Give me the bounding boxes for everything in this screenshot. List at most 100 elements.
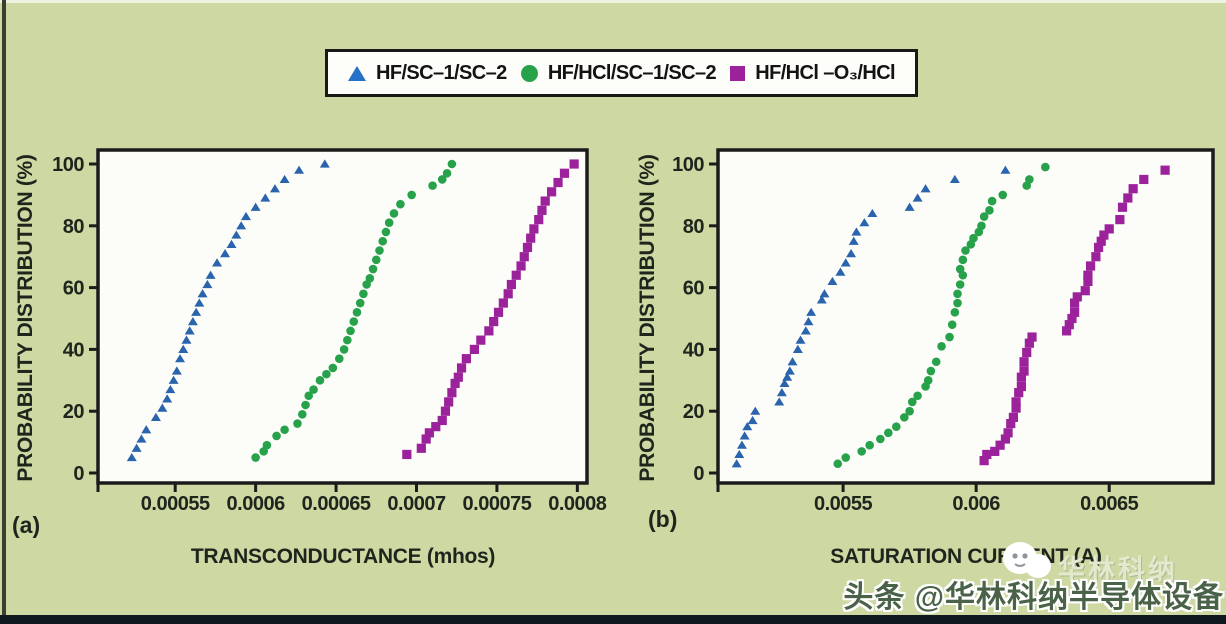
data-point (990, 446, 1000, 456)
chart-a: 0.00055 0.0006 0.00065 0.0007 0.00075 0.00080… (14, 148, 607, 568)
data-point (1115, 215, 1125, 225)
data-point (774, 397, 785, 406)
data-point (240, 211, 251, 221)
data-point (437, 175, 447, 184)
data-point (840, 258, 851, 267)
legend: HF/SC–1/SC–2 HF/HCl/SC–1/SC–2 HF/HCl –O₃… (325, 49, 918, 97)
data-point (389, 209, 399, 218)
data-point (437, 415, 447, 426)
data-point (982, 449, 992, 460)
data-point (803, 316, 814, 326)
bottom-bar (0, 615, 1226, 624)
data-point (416, 443, 426, 453)
data-point (440, 406, 451, 416)
data-point (191, 307, 202, 316)
series-1-circle (251, 159, 457, 462)
data-point (453, 372, 463, 382)
data-point (742, 422, 753, 431)
y-axis: 0 20 40 60 80 100 (672, 154, 718, 485)
data-point (1062, 326, 1072, 336)
x-tick-label: 0.0007 (387, 493, 446, 515)
data-point (511, 270, 521, 280)
data-point (157, 403, 168, 412)
data-point (1093, 242, 1104, 253)
data-point (260, 193, 271, 202)
data-point (343, 335, 352, 345)
data-point (923, 376, 933, 385)
data-point (841, 453, 851, 462)
toutiao-avatar-icon (1000, 540, 1052, 585)
data-point (381, 227, 391, 237)
data-point (522, 242, 533, 253)
data-point (553, 177, 563, 188)
data-point (529, 224, 539, 234)
y-tick-label: 80 (63, 216, 85, 238)
data-point (1019, 357, 1029, 367)
data-point (339, 345, 349, 354)
data-point (489, 316, 499, 327)
data-point (547, 187, 557, 197)
y-axis-title: PROBABILITY DISTRIBUTION (%) (636, 154, 659, 481)
data-point (931, 357, 941, 367)
data-point (1080, 286, 1090, 296)
y-axis-title: PROBABILITY DISTRIBUTION (%) (14, 154, 37, 481)
data-point (1027, 332, 1037, 342)
data-point (806, 307, 817, 316)
data-point (519, 252, 529, 262)
data-point (184, 326, 195, 335)
data-point (301, 400, 310, 410)
data-point (319, 159, 330, 168)
data-point (498, 298, 508, 308)
data-point (1011, 403, 1021, 413)
data-point (349, 317, 359, 326)
data-point (776, 388, 787, 397)
data-point (1067, 313, 1077, 324)
data-point (447, 159, 457, 169)
data-point (461, 354, 471, 364)
data-point (920, 184, 931, 193)
series-2-square (402, 159, 579, 460)
data-point (958, 255, 968, 265)
data-point (559, 168, 570, 178)
x-tick-label: 0.00065 (302, 493, 371, 515)
left-border-line (2, 0, 6, 616)
data-point (833, 459, 843, 469)
data-point (294, 165, 305, 174)
x-tick-label: 0.0065 (1080, 493, 1139, 515)
data-point (469, 344, 480, 354)
data-point (867, 208, 878, 218)
data-point (262, 440, 272, 450)
data-point (516, 261, 526, 271)
circle-marker-icon (520, 64, 538, 82)
y-tick-label: 20 (63, 401, 85, 423)
data-point (304, 391, 314, 401)
data-point (912, 193, 923, 202)
y-tick-label: 100 (672, 154, 704, 176)
chart-b: 0.0055 0.006 0.0065020406080100SATURATION … (636, 148, 1215, 568)
data-point (355, 298, 365, 308)
legend-label: HF/HCl/SC–1/SC–2 (547, 61, 717, 84)
data-point (892, 422, 901, 431)
data-point (537, 205, 547, 215)
data-point (1070, 307, 1080, 317)
data-point (359, 289, 368, 299)
x-axis: 0.0055 0.006 0.0065 (716, 483, 1139, 515)
data-point (384, 218, 394, 228)
data-point (747, 415, 758, 425)
data-point (444, 397, 454, 407)
data-point (926, 366, 936, 376)
data-point (1128, 184, 1138, 194)
data-point (977, 221, 986, 231)
data-point (334, 354, 344, 363)
x-tick-label: 0.0055 (814, 493, 873, 515)
data-point (949, 174, 960, 184)
data-point (947, 320, 957, 329)
data-point (1083, 276, 1093, 287)
data-point (846, 249, 857, 258)
data-point (955, 264, 965, 274)
series-1-circle (833, 162, 1050, 469)
data-point (782, 372, 793, 381)
triangle-marker-icon (348, 65, 366, 81)
data-point (795, 335, 806, 344)
data-point (1064, 320, 1074, 330)
